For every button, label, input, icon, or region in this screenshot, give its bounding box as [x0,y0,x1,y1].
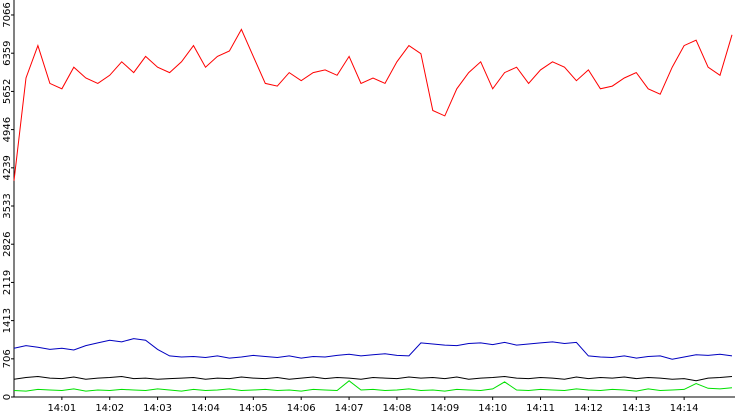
y-tick-label: 1413 [2,308,13,333]
x-tick-label: 14:01 [47,403,76,414]
y-tick-label: 6359 [2,40,13,65]
series-line [13,28,733,181]
y-tick-label: 2826 [2,231,13,256]
y-tick-label: 2119 [2,270,13,295]
series-line [13,375,733,382]
y-tick-label: 7066 [2,2,13,27]
x-tick-label: 14:08 [383,403,412,414]
x-tick-label: 14:10 [478,403,507,414]
x-tick-label: 14:12 [574,403,603,414]
series-line [13,338,733,360]
y-tick-label: 706 [2,349,13,368]
y-tick-label: 0 [2,394,13,400]
x-tick-label: 14:02 [95,403,124,414]
x-tick-label: 14:09 [430,403,459,414]
series-line [13,380,733,392]
x-tick-label: 14:03 [143,403,172,414]
x-tick-label: 14:13 [622,403,651,414]
x-tick-label: 14:07 [335,403,364,414]
x-tick-label: 14:04 [191,403,220,414]
x-tick-label: 14:06 [287,403,316,414]
y-tick-label: 3533 [2,193,13,218]
x-tick-label: 14:05 [239,403,268,414]
y-tick-label: 5652 [2,79,13,104]
y-tick-label: 4239 [2,155,13,180]
x-tick-label: 14:14 [670,403,699,414]
x-tick-label: 14:11 [526,403,555,414]
y-tick-label: 4946 [2,117,13,142]
